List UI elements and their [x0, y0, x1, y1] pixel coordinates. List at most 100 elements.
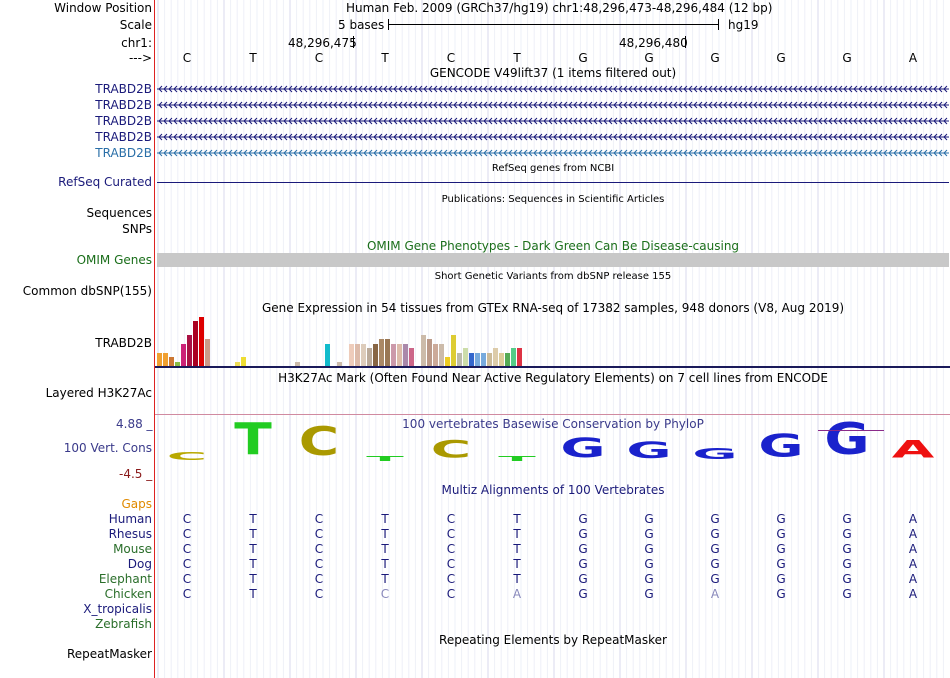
- sequence-base: G: [644, 51, 654, 65]
- gtex-tissue-bar[interactable]: [391, 343, 396, 366]
- cons-label[interactable]: 100 Vert. Cons: [63, 441, 152, 455]
- species-label[interactable]: Human: [108, 512, 152, 526]
- gtex-tissue-bar[interactable]: [511, 348, 516, 366]
- gencode-transcript-line[interactable]: [157, 147, 949, 159]
- rmsk-label[interactable]: RepeatMasker: [66, 647, 152, 661]
- gtex-track-title[interactable]: Gene Expression in 54 tissues from GTEx …: [261, 301, 845, 315]
- gtex-tissue-bar[interactable]: [475, 352, 480, 366]
- gtex-tissue-bar[interactable]: [349, 343, 354, 366]
- gtex-tissue-bar[interactable]: [445, 357, 450, 366]
- gtex-bar-chart[interactable]: [157, 315, 537, 366]
- gtex-tissue-bar[interactable]: [409, 348, 414, 366]
- gtex-tissue-bar[interactable]: [427, 339, 432, 366]
- gencode-item-label[interactable]: TRABD2B: [95, 114, 152, 128]
- species-label[interactable]: Zebrafish: [95, 617, 152, 631]
- gtex-tissue-bar[interactable]: [355, 343, 360, 366]
- conservation-letter: T: [498, 454, 536, 463]
- gtex-tissue-bar[interactable]: [157, 352, 162, 366]
- gtex-tissue-bar[interactable]: [187, 334, 192, 366]
- alignment-base: T: [249, 512, 257, 526]
- alignment-base: T: [513, 512, 521, 526]
- alignment-base: G: [842, 512, 852, 526]
- gtex-tissue-bar[interactable]: [325, 343, 330, 366]
- snps-label[interactable]: SNPs: [122, 222, 152, 236]
- alignment-base: C: [314, 512, 324, 526]
- gencode-transcript-line[interactable]: [157, 131, 949, 143]
- species-label[interactable]: Mouse: [113, 542, 152, 556]
- species-label[interactable]: Rhesus: [108, 527, 152, 541]
- alignment-base: G: [776, 527, 786, 541]
- gencode-track-title[interactable]: GENCODE V49lift37 (1 items filtered out): [429, 66, 677, 80]
- window-position-value[interactable]: Human Feb. 2009 (GRCh37/hg19) chr1:48,29…: [346, 1, 773, 15]
- omim-track-title[interactable]: OMIM Gene Phenotypes - Dark Green Can Be…: [366, 239, 740, 253]
- dbsnp-track-title[interactable]: Short Genetic Variants from dbSNP releas…: [434, 271, 672, 282]
- gtex-tissue-bar[interactable]: [481, 352, 486, 366]
- gtex-tissue-bar[interactable]: [175, 361, 180, 366]
- dbsnp-label[interactable]: Common dbSNP(155): [22, 284, 152, 298]
- gencode-item-label[interactable]: TRABD2B: [95, 98, 152, 112]
- gtex-tissue-bar[interactable]: [451, 334, 456, 366]
- species-label[interactable]: X_tropicalis: [83, 602, 152, 616]
- gtex-tissue-bar[interactable]: [457, 352, 462, 366]
- gtex-tissue-bar[interactable]: [433, 343, 438, 366]
- gaps-label[interactable]: Gaps: [121, 497, 152, 511]
- gtex-tissue-bar[interactable]: [397, 343, 402, 366]
- gtex-tissue-bar[interactable]: [421, 334, 426, 366]
- gencode-item-label[interactable]: TRABD2B: [95, 82, 152, 96]
- gtex-tissue-bar[interactable]: [385, 339, 390, 366]
- alignment-base: C: [182, 527, 192, 541]
- alignment-base: G: [710, 542, 720, 556]
- gtex-tissue-bar[interactable]: [361, 343, 366, 366]
- gtex-tissue-bar[interactable]: [403, 343, 408, 366]
- pubs-track-title[interactable]: Publications: Sequences in Scientific Ar…: [441, 194, 665, 205]
- alignment-base: C: [182, 572, 192, 586]
- gtex-tissue-bar[interactable]: [517, 348, 522, 366]
- species-label[interactable]: Dog: [127, 557, 152, 571]
- alignment-base: A: [908, 557, 918, 571]
- h3k27-track-title[interactable]: H3K27Ac Mark (Often Found Near Active Re…: [278, 371, 828, 385]
- gtex-tissue-bar[interactable]: [337, 361, 342, 366]
- gtex-tissue-bar[interactable]: [463, 348, 468, 366]
- gencode-transcript-line[interactable]: [157, 83, 949, 95]
- gtex-tissue-bar[interactable]: [469, 352, 474, 366]
- gencode-item-label[interactable]: TRABD2B: [95, 146, 152, 160]
- gtex-tissue-bar[interactable]: [163, 352, 168, 366]
- multiz-track-title[interactable]: Multiz Alignments of 100 Vertebrates: [441, 483, 665, 497]
- gtex-tissue-bar[interactable]: [415, 361, 420, 366]
- gtex-tissue-bar[interactable]: [295, 361, 300, 366]
- gencode-transcript-line[interactable]: [157, 99, 949, 111]
- refseq-label[interactable]: RefSeq Curated: [58, 175, 152, 189]
- refseq-track-title[interactable]: RefSeq genes from NCBI: [491, 163, 615, 174]
- gtex-tissue-bar[interactable]: [205, 339, 210, 366]
- gtex-tissue-bar[interactable]: [193, 321, 198, 366]
- gencode-transcript-line[interactable]: [157, 115, 949, 127]
- refseq-gene-line[interactable]: [157, 182, 949, 183]
- gtex-tissue-bar[interactable]: [235, 361, 240, 366]
- alignment-base: C: [314, 542, 324, 556]
- gtex-tissue-bar[interactable]: [181, 343, 186, 366]
- gtex-tissue-bar[interactable]: [373, 343, 378, 366]
- gtex-tissue-bar[interactable]: [367, 348, 372, 366]
- coord-right: 48,296,480: [619, 36, 688, 50]
- species-label[interactable]: Chicken: [104, 587, 152, 601]
- gtex-tissue-bar[interactable]: [487, 352, 492, 366]
- sequences-label[interactable]: Sequences: [86, 206, 152, 220]
- sequence-base: T: [513, 51, 521, 65]
- gtex-label[interactable]: TRABD2B: [95, 336, 152, 350]
- species-label[interactable]: Elephant: [98, 572, 152, 586]
- gtex-tissue-bar[interactable]: [169, 357, 174, 366]
- gencode-item-label[interactable]: TRABD2B: [95, 130, 152, 144]
- rmsk-track-title[interactable]: Repeating Elements by RepeatMasker: [439, 633, 667, 647]
- gtex-tissue-bar[interactable]: [241, 357, 246, 366]
- gtex-tissue-bar[interactable]: [493, 348, 498, 366]
- gtex-tissue-bar[interactable]: [439, 343, 444, 366]
- scale-text: 5 bases: [338, 18, 385, 32]
- gtex-tissue-bar[interactable]: [505, 352, 510, 366]
- omim-gene-bar[interactable]: [157, 253, 949, 267]
- gtex-tissue-bar[interactable]: [199, 317, 204, 366]
- cons-track-title[interactable]: 100 vertebrates Basewise Conservation by…: [402, 417, 704, 431]
- h3k27-label[interactable]: Layered H3K27Ac: [45, 386, 152, 400]
- omim-label[interactable]: OMIM Genes: [76, 253, 152, 267]
- gtex-tissue-bar[interactable]: [499, 352, 504, 366]
- gtex-tissue-bar[interactable]: [379, 339, 384, 366]
